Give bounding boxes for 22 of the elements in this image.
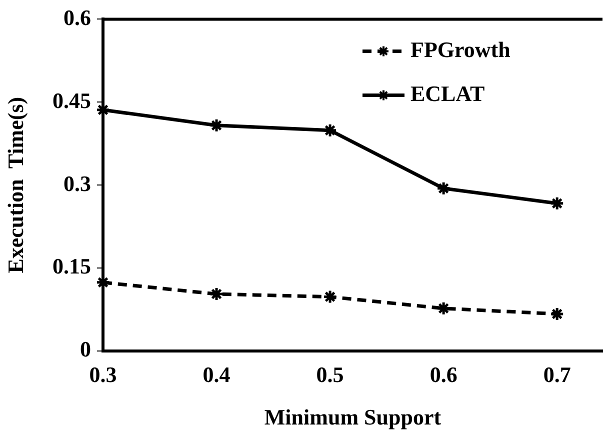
y-tick-label: 0.45: [52, 88, 91, 113]
x-tick-label: 0.3: [89, 362, 117, 387]
x-tick-label: 0.7: [543, 362, 571, 387]
x-tick-label: 0.4: [202, 362, 230, 387]
point: [436, 301, 451, 316]
x-axis-title: Minimum Support: [264, 404, 442, 430]
point: [209, 286, 224, 302]
legend-label: FPGrowth: [410, 36, 510, 62]
point: [436, 181, 451, 196]
y-axis-title: Execution Time(s): [2, 96, 28, 274]
y-tick-label: 0.15: [52, 254, 91, 279]
y-tick-label: 0.6: [64, 4, 91, 30]
legend-label: ECLAT: [410, 80, 485, 106]
point: [550, 306, 564, 322]
x-tick-label: 0.6: [430, 362, 458, 387]
point: [322, 290, 338, 304]
x-tick-label: 0.5: [316, 362, 344, 387]
point: [209, 118, 224, 133]
y-tick-label: 0.3: [64, 170, 91, 196]
y-tick-label: 0: [80, 336, 91, 362]
point: [322, 123, 338, 138]
point: [550, 196, 564, 211]
